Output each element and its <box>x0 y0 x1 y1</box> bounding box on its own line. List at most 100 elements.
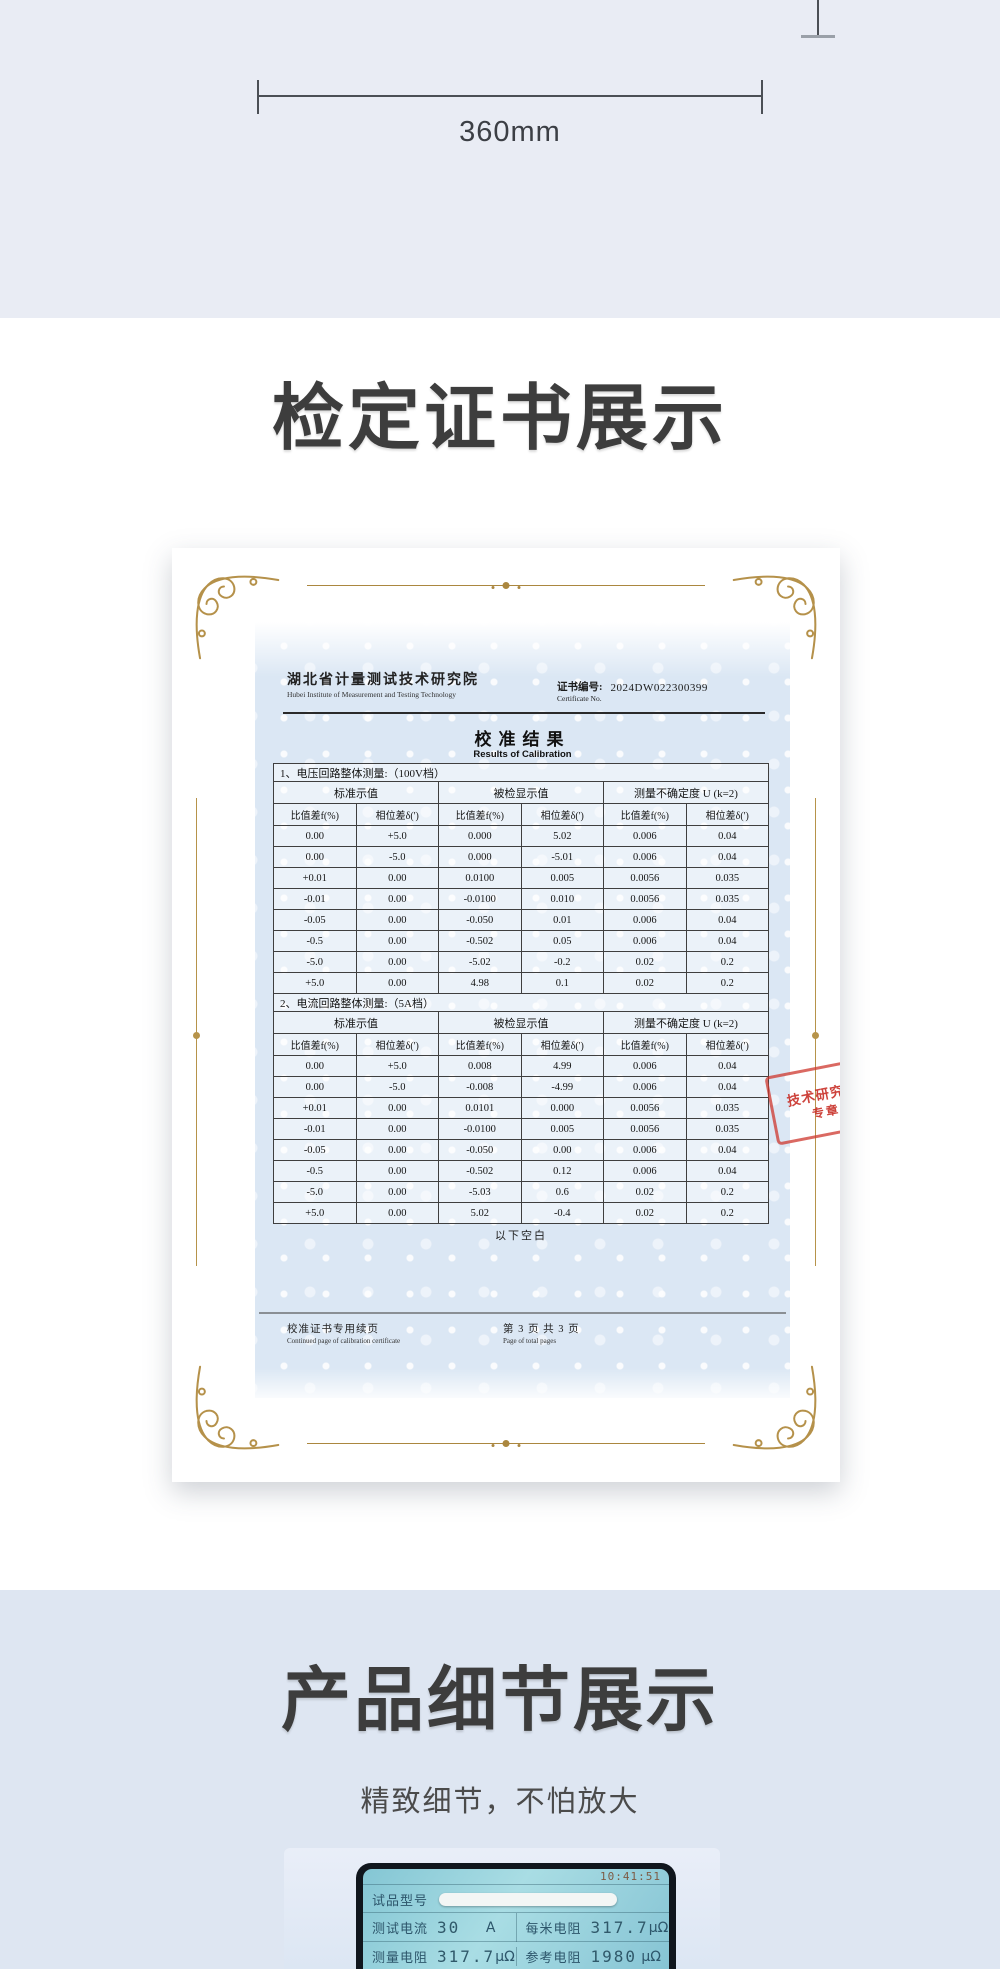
gold-dot-ornament <box>193 1032 200 1039</box>
table-cell: 0.006 <box>603 1139 687 1161</box>
sub-header: 比值差f(%) <box>273 1033 357 1056</box>
table-cell: 0.02 <box>603 972 687 994</box>
table-row: -5.0 0.00 -5.03 0.6 0.02 0.2 <box>273 1181 769 1203</box>
table-row: -0.01 0.00 -0.0100 0.005 0.0056 0.035 <box>273 1118 769 1140</box>
table-row: +0.01 0.00 0.0100 0.005 0.0056 0.035 <box>273 867 769 889</box>
table-cell: 0.02 <box>603 951 687 973</box>
lcd-label: 测试电流 <box>372 1921 429 1936</box>
table-cell: -0.01 <box>273 1118 357 1140</box>
table-section-title: 1、电压回路整体测量:（100V档） <box>273 763 769 782</box>
table-cell: 0.005 <box>520 867 604 889</box>
table-cell: 0.05 <box>520 930 604 952</box>
table-cell: 0.04 <box>685 825 769 847</box>
lcd-row: 测量电阻 317.7 μΩ 参考电阻 1980 μΩ <box>363 1941 669 1969</box>
lcd-value: 317.7 <box>590 1918 649 1937</box>
gold-divider-bottom <box>307 1440 705 1447</box>
table-row: +0.01 0.00 0.0101 0.000 0.0056 0.035 <box>273 1097 769 1119</box>
page-number-en: Page of total pages <box>503 1337 557 1345</box>
gold-divider-right <box>812 798 819 1266</box>
table-cell: -0.502 <box>438 1160 522 1182</box>
table-cell: 0.00 <box>273 1055 357 1077</box>
sub-header: 比值差f(%) <box>438 1033 522 1056</box>
table-cell: -5.0 <box>355 846 439 868</box>
institute-name: 湖北省计量测试技术研究院 <box>287 673 479 688</box>
lcd-label: 每米电阻 <box>525 1921 582 1936</box>
table-cell: -0.5 <box>273 930 357 952</box>
sub-header: 相位差δ(') <box>355 803 439 826</box>
table-cell: 4.98 <box>438 972 522 994</box>
table-cell: 0.0101 <box>438 1097 522 1119</box>
sub-header: 比值差f(%) <box>603 803 687 826</box>
table-cell: 0.00 <box>355 1160 439 1182</box>
corner-flourish-icon <box>195 575 280 660</box>
table-cell: 0.2 <box>685 951 769 973</box>
table-cell: 0.0056 <box>603 1097 687 1119</box>
table-cell: 0.04 <box>685 1076 769 1098</box>
cert-no-value: 2024DW022300399 <box>610 682 708 694</box>
table-cell: 0.000 <box>438 825 522 847</box>
table-cell: 0.035 <box>685 888 769 910</box>
sub-header: 相位差δ(') <box>520 803 604 826</box>
lcd-display: 10:41:51 试品型号 测试电流 30 A 每米电阻 317.7 μΩ <box>363 1869 669 1969</box>
table-cell: 0.00 <box>355 972 439 994</box>
lcd-label: 参考电阻 <box>525 1950 582 1965</box>
detail-section-title: 产品细节展示 <box>281 1661 719 1739</box>
calibration-table-voltage: 1、电压回路整体测量:（100V档） 标准示值 被检显示值 测量不确定度 U (… <box>273 763 769 994</box>
table-cell: 0.04 <box>685 1160 769 1182</box>
institute-name-en: Hubei Institute of Measurement and Testi… <box>287 690 457 699</box>
calibration-result-subtitle: Results of Calibration <box>473 749 572 760</box>
table-cell: 0.000 <box>520 1097 604 1119</box>
table-cell: 0.00 <box>355 888 439 910</box>
certificate-card: 湖北省计量测试技术研究院 Hubei Institute of Measurem… <box>172 548 840 1482</box>
table-cell: 0.006 <box>603 909 687 931</box>
table-section-title: 2、电流回路整体测量:（5A档） <box>273 993 769 1012</box>
footer-rule <box>259 1312 786 1314</box>
detail-section-subtitle: 精致细节，不怕放大 <box>360 1786 640 1818</box>
table-cell: -0.0100 <box>438 1118 522 1140</box>
calibration-tables: 1、电压回路整体测量:（100V档） 标准示值 被检显示值 测量不确定度 U (… <box>273 763 769 1243</box>
table-cell: 0.04 <box>685 909 769 931</box>
table-cell: -0.05 <box>273 1139 357 1161</box>
table-cell: -0.01 <box>273 888 357 910</box>
table-cell: 0.006 <box>603 930 687 952</box>
table-cell: 0.2 <box>685 972 769 994</box>
sub-header: 比值差f(%) <box>438 803 522 826</box>
cert-section-title: 检定证书展示 <box>271 379 728 459</box>
table-cell: 0.010 <box>520 888 604 910</box>
table-cell: 0.00 <box>355 951 439 973</box>
group-header: 标准示值 <box>273 781 439 804</box>
table-cell: -4.99 <box>520 1076 604 1098</box>
table-cell: -0.050 <box>438 1139 522 1161</box>
table-cell: -5.0 <box>273 1181 357 1203</box>
calibration-result-title: 校准结果 <box>474 730 571 749</box>
table-cell: 0.02 <box>603 1202 687 1224</box>
table-cell: 0.006 <box>603 846 687 868</box>
sub-header: 比值差f(%) <box>273 803 357 826</box>
table-cell: 0.0056 <box>603 888 687 910</box>
page-number: 第 3 页 共 3 页 Page of total pages <box>503 1321 580 1345</box>
table-row: -0.01 0.00 -0.0100 0.010 0.0056 0.035 <box>273 888 769 910</box>
table-cell: 0.00 <box>520 1139 604 1161</box>
group-header: 测量不确定度 U (k=2) <box>603 781 769 804</box>
table-row: 0.00 -5.0 -0.008 -4.99 0.006 0.04 <box>273 1076 769 1098</box>
table-cell: 0.006 <box>603 1055 687 1077</box>
table-row: -0.5 0.00 -0.502 0.12 0.006 0.04 <box>273 1160 769 1182</box>
sub-header: 相位差δ(') <box>685 1033 769 1056</box>
table-cell: -0.0100 <box>438 888 522 910</box>
table-row: -0.5 0.00 -0.502 0.05 0.006 0.04 <box>273 930 769 952</box>
table-cell: -0.502 <box>438 930 522 952</box>
table-row: -0.05 0.00 -0.050 0.01 0.006 0.04 <box>273 909 769 931</box>
calibration-table-current: 2、电流回路整体测量:（5A档） 标准示值 被检显示值 测量不确定度 U (k=… <box>273 993 769 1224</box>
table-row: -5.0 0.00 -5.02 -0.2 0.02 0.2 <box>273 951 769 973</box>
corner-flourish-icon <box>732 575 817 660</box>
institute-block: 湖北省计量测试技术研究院 Hubei Institute of Measurem… <box>287 669 479 699</box>
table-cell: 0.04 <box>685 846 769 868</box>
table-cell: -5.0 <box>273 951 357 973</box>
gold-dots-ornament <box>502 582 510 589</box>
footer-left-en: Continued page of calibration certificat… <box>287 1337 401 1345</box>
table-cell: 0.006 <box>603 1076 687 1098</box>
gold-dots-ornament <box>502 1440 510 1447</box>
sub-header: 比值差f(%) <box>603 1033 687 1056</box>
cert-no-label-en: Certificate No. <box>557 694 602 703</box>
